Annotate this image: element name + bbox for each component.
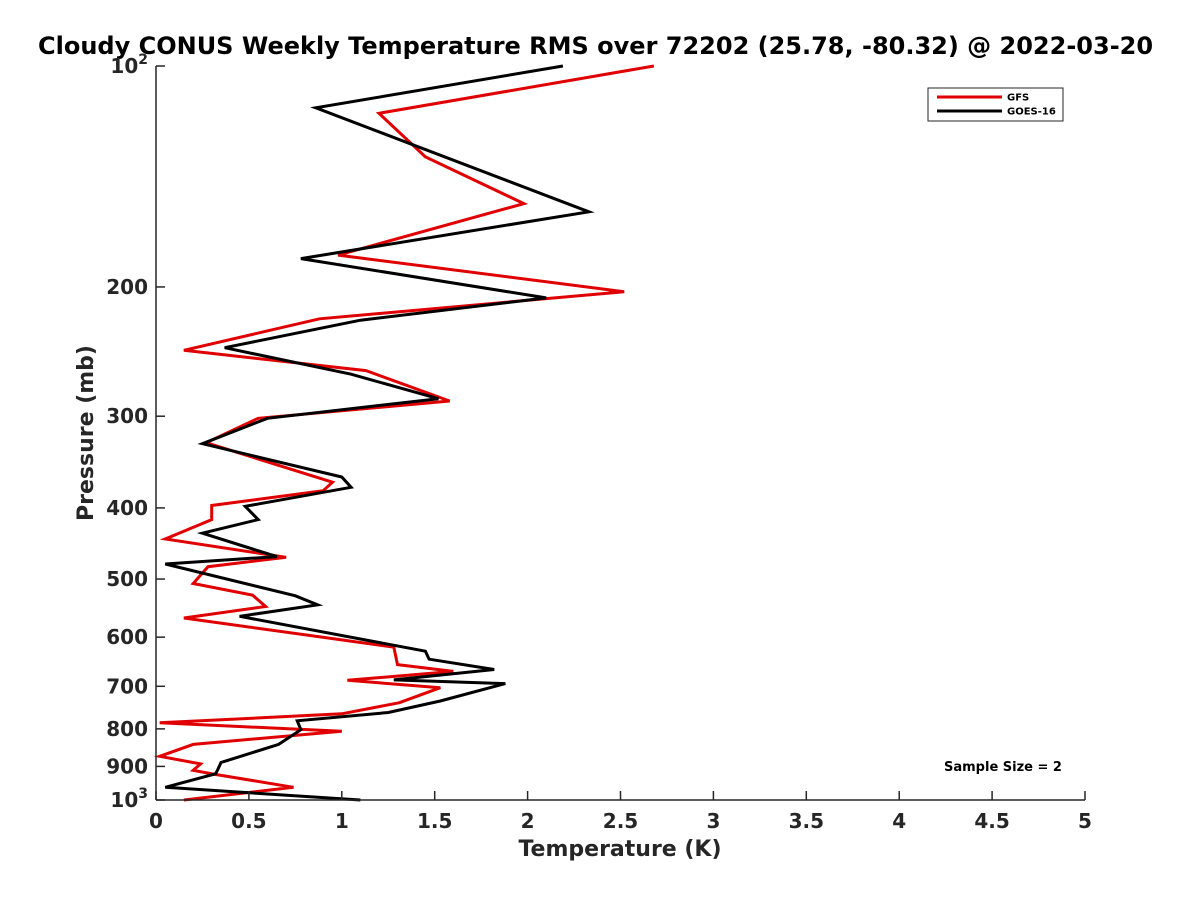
x-tick-label: 3.5 — [789, 809, 824, 833]
x-tick-label: 2.5 — [603, 809, 638, 833]
y-tick-label: 103 — [110, 786, 148, 812]
plot-lines — [153, 64, 655, 802]
legend-label: GOES-16 — [1007, 107, 1056, 118]
legend-box — [927, 87, 1064, 122]
x-tick-label: 1 — [335, 809, 349, 833]
y-tick-label: 102 — [110, 52, 148, 78]
x-tick-label: 5 — [1078, 809, 1092, 833]
x-tick-label: 2 — [521, 809, 535, 833]
x-tick-label: 3 — [706, 809, 720, 833]
y-tick-label: 800 — [106, 717, 148, 741]
y-tick-label: 900 — [106, 754, 148, 778]
y-tick-label: 700 — [106, 674, 148, 698]
x-tick-label: 0.5 — [231, 809, 266, 833]
chart-title: Cloudy CONUS Weekly Temperature RMS over… — [38, 32, 1153, 60]
sample-size-note: Sample Size = 2 — [944, 760, 1062, 775]
y-tick-label: 600 — [106, 625, 148, 649]
x-tick-label: 4.5 — [974, 809, 1009, 833]
x-tick-label: 1.5 — [417, 809, 452, 833]
series-line-gfs — [153, 64, 655, 802]
x-tick-label: 0 — [149, 809, 163, 833]
x-axis-label: Temperature (K) — [518, 837, 721, 862]
y-tick-label: 500 — [106, 567, 148, 591]
y-tick-label: 200 — [106, 275, 148, 299]
x-tick-label: 4 — [892, 809, 906, 833]
y-axis-label: Pressure (mb) — [74, 345, 99, 521]
series-line-goes-16 — [164, 64, 595, 802]
axes — [155, 66, 1085, 801]
legend: GFS GOES-16 — [927, 87, 1064, 122]
legend-label: GFS — [1007, 93, 1029, 104]
y-ticks: 102 200 300 400 500 600 700 800 900 103 — [106, 52, 165, 812]
x-ticks: 0 0.5 1 1.5 2 2.5 3 3.5 4 4.5 5 — [149, 791, 1092, 833]
y-tick-label: 300 — [106, 404, 148, 428]
y-tick-label: 400 — [106, 496, 148, 520]
